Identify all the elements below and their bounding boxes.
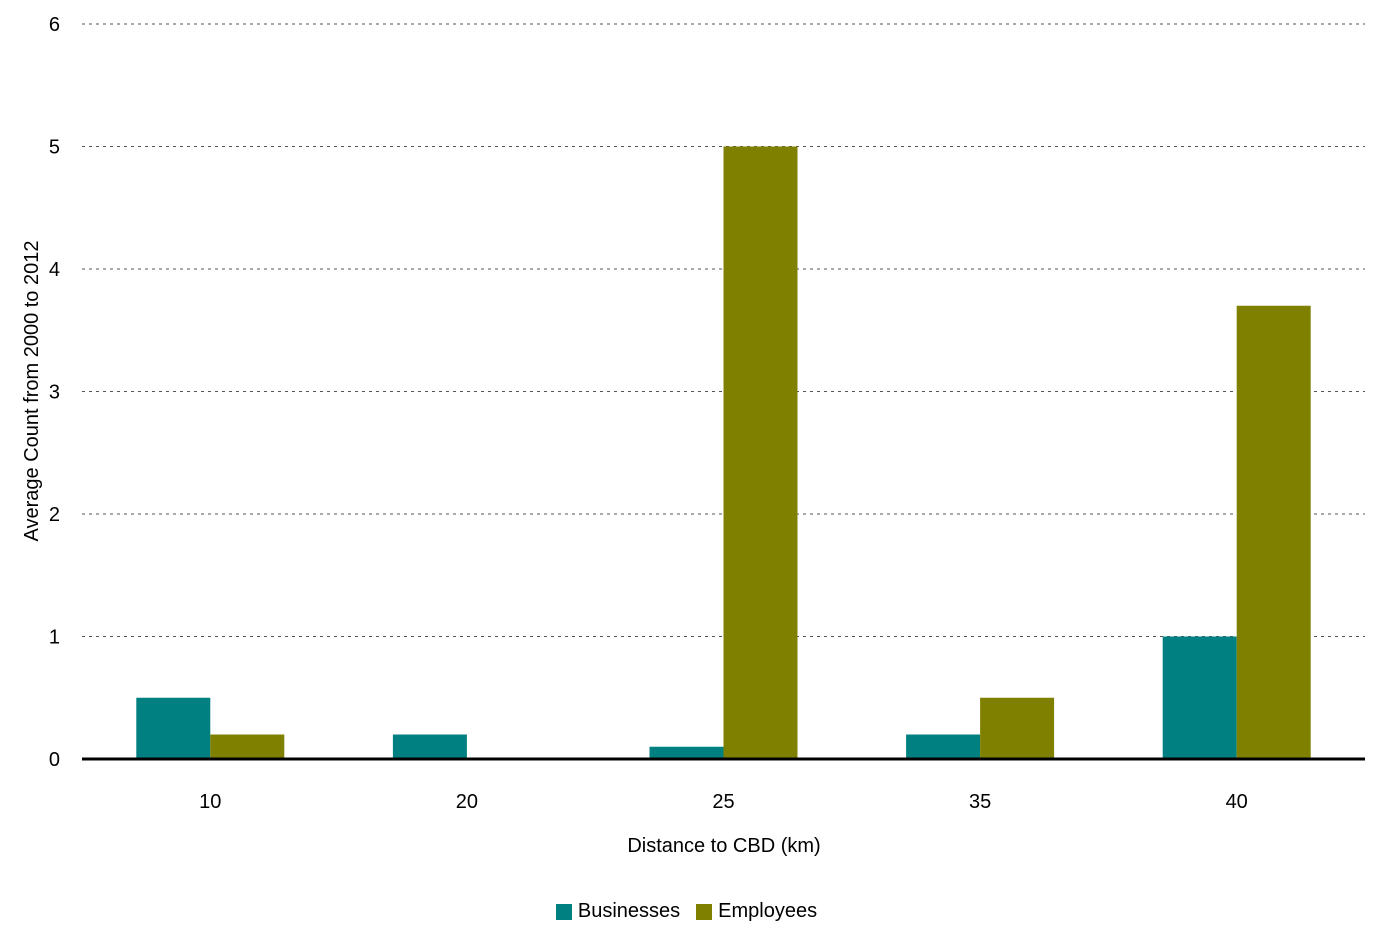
bar-employees-35: [980, 697, 1055, 759]
y-axis-title: Average Count from 2000 to 2012: [21, 241, 43, 542]
y-tick-label: 4: [49, 259, 60, 281]
bar-businesses-20: [392, 734, 467, 759]
legend-item-employees: Employees: [696, 900, 817, 923]
bar-businesses-35: [906, 734, 981, 759]
x-tick-label: 25: [712, 791, 734, 813]
legend-swatch-businesses: [555, 903, 572, 920]
bars: [136, 146, 1311, 759]
y-tick-label: 2: [49, 504, 60, 526]
x-tick-label: 20: [456, 791, 478, 813]
legend-label-businesses: Businesses: [577, 900, 681, 922]
x-tick-label: 10: [199, 791, 221, 813]
bar-businesses-10: [136, 697, 211, 759]
y-tick-label: 3: [49, 382, 60, 404]
bar-employees-25: [723, 146, 798, 759]
bar-businesses-25: [649, 746, 724, 759]
legend-item-businesses: Businesses: [555, 900, 681, 923]
x-tick-label: 40: [1226, 791, 1248, 813]
y-tick-label: 1: [49, 627, 60, 649]
bar-businesses-40: [1162, 636, 1237, 759]
legend-label-employees: Employees: [718, 900, 818, 922]
legend: Businesses Employees: [0, 900, 1373, 923]
legend-swatch-employees: [696, 903, 713, 920]
x-axis-title: Distance to CBD (km): [627, 835, 820, 857]
y-axis-ticks: 0 1 2 3 4 5 6: [49, 14, 60, 771]
x-axis-ticks: 10 20 25 35 40: [199, 791, 1248, 813]
bar-employees-10: [210, 734, 285, 759]
bar-employees-40: [1236, 305, 1311, 759]
y-tick-label: 0: [49, 749, 60, 771]
x-tick-label: 35: [969, 791, 991, 813]
y-tick-label: 5: [49, 137, 60, 159]
y-tick-label: 6: [49, 14, 60, 36]
